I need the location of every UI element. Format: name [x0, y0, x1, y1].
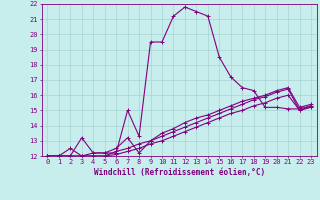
- X-axis label: Windchill (Refroidissement éolien,°C): Windchill (Refroidissement éolien,°C): [94, 168, 265, 177]
